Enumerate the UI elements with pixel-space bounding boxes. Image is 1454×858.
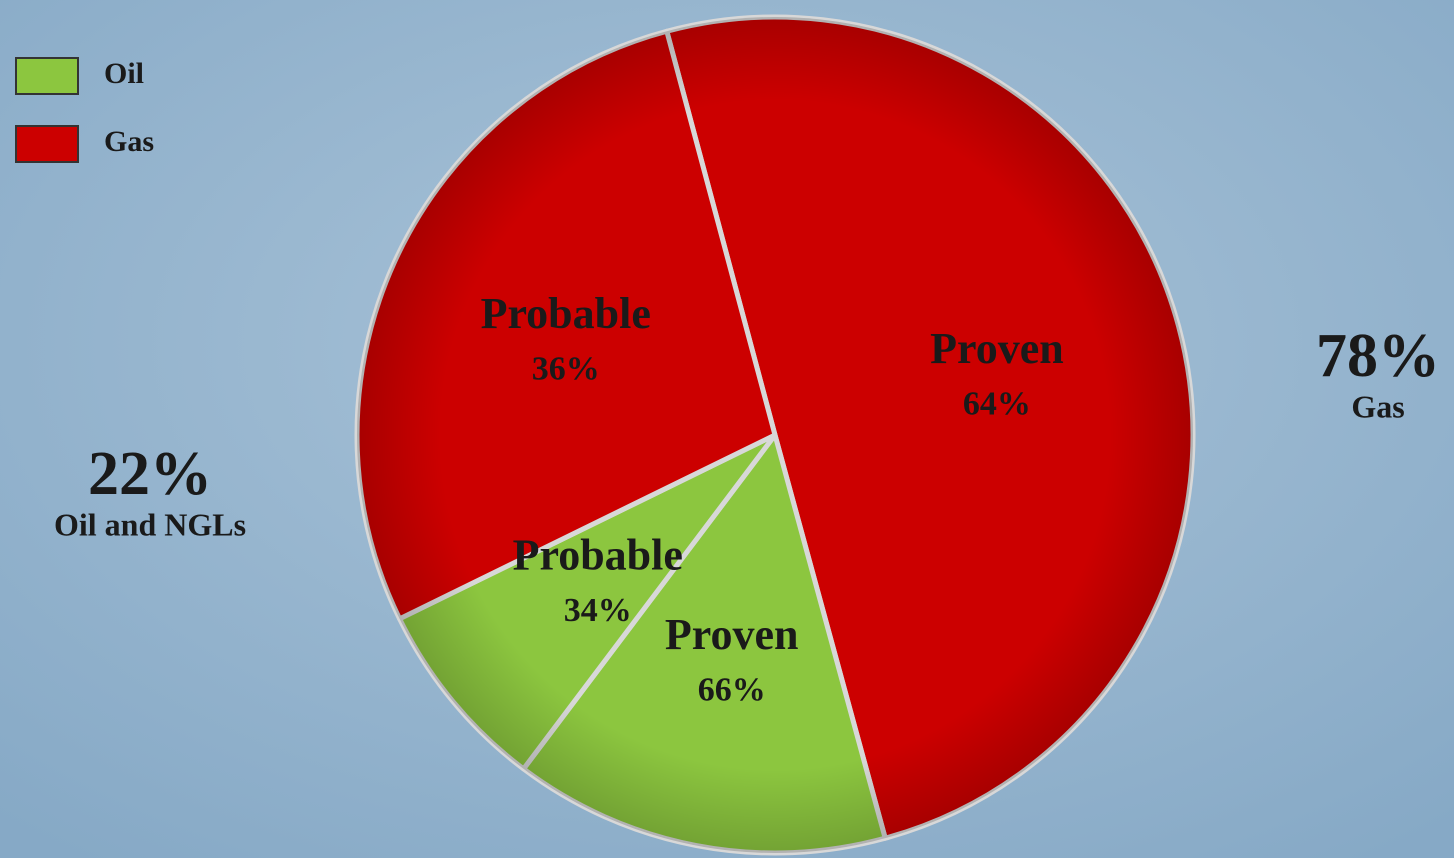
group-label: Oil and NGLs	[54, 506, 246, 542]
slice-value: 64%	[963, 386, 1031, 423]
slice-value: 36%	[532, 351, 600, 388]
pie	[354, 14, 1196, 856]
legend-label: Oil	[104, 57, 144, 90]
legend-swatch	[15, 125, 79, 163]
slice-value: 34%	[564, 592, 632, 629]
labels: Proven 64% Proven 66% Probable 34% Probable 36%…	[15, 57, 1440, 709]
group-value: 78%	[1316, 322, 1440, 390]
slice-value: 66%	[698, 672, 766, 709]
group-label: Gas	[1351, 388, 1404, 424]
slice-name: Probable	[513, 530, 683, 579]
slice-name: Proven	[930, 324, 1064, 373]
group-value: 22%	[88, 440, 212, 508]
slice-name: Proven	[665, 610, 799, 659]
legend-label: Gas	[104, 125, 154, 158]
slice-name: Probable	[481, 289, 651, 338]
legend-swatch	[15, 57, 79, 95]
